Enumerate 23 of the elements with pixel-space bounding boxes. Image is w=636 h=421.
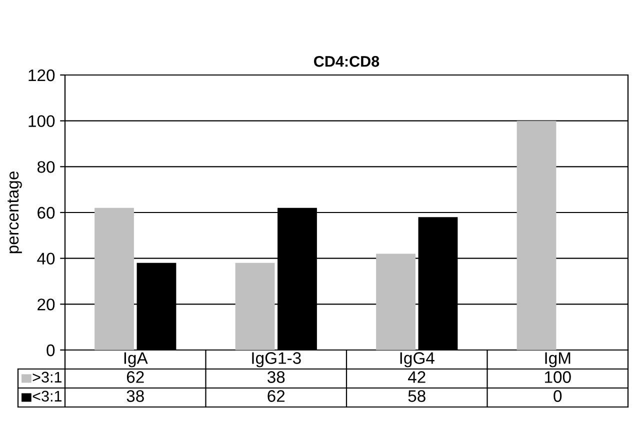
y-tick-label: 40 <box>37 252 55 265</box>
y-axis-title: percentage <box>8 172 22 254</box>
legend-label: >3:1 <box>32 372 62 383</box>
y-tick-label: 60 <box>38 206 55 219</box>
y-tick-label: 0 <box>46 344 55 356</box>
data-label: 38 <box>267 371 285 383</box>
data-label: 42 <box>408 371 426 383</box>
x-tick-label: IgM <box>545 352 570 368</box>
y-tick-label: 120 <box>28 69 55 82</box>
data-label: 62 <box>126 371 144 383</box>
x-tick-label: IgG1-3 <box>252 352 301 368</box>
x-tick-label: IgG4 <box>400 352 434 368</box>
legend-label: <3:1 <box>32 390 62 402</box>
data-label: 100 <box>544 371 571 383</box>
data-label: 38 <box>126 390 144 402</box>
x-tick-label: IgA <box>124 352 148 368</box>
y-tick-label: 20 <box>38 298 55 310</box>
data-label: 62 <box>268 390 285 402</box>
y-tick-label: 80 <box>37 161 55 173</box>
y-tick-label: 100 <box>28 115 55 128</box>
chart-title: CD4:CD8 <box>314 56 380 67</box>
data-label: 0 <box>554 390 562 402</box>
data-label: 58 <box>408 390 426 402</box>
